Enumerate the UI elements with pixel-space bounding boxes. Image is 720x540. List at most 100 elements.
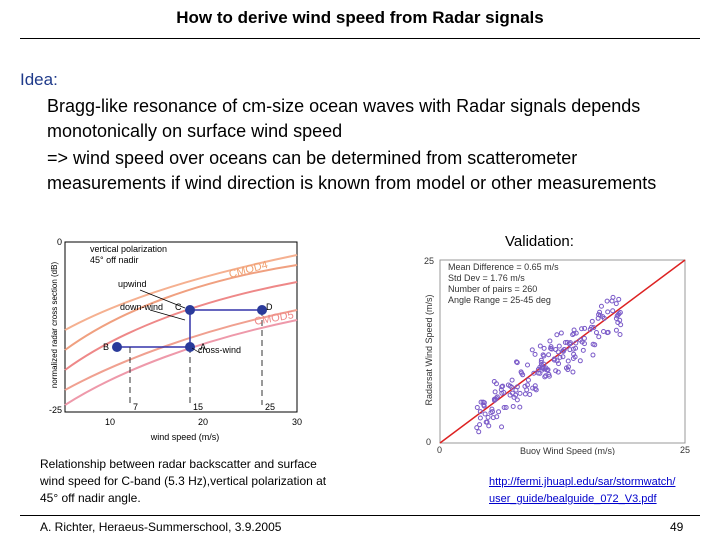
stat: Std Dev = 1.76 m/s xyxy=(448,273,525,283)
scatter-dot xyxy=(474,425,480,431)
scatter-dot xyxy=(517,390,523,396)
point-label: A xyxy=(200,342,206,352)
scatter-dot xyxy=(560,354,566,360)
scatter-dot xyxy=(561,346,567,352)
x-tick: 25 xyxy=(680,445,690,455)
marker: 15 xyxy=(193,402,203,412)
link[interactable]: http://fermi.jhuapl.edu/sar/stormwatch/u… xyxy=(489,474,675,508)
figures: vertical polarization 45° off nadir CMOD… xyxy=(49,233,690,455)
scatter-dot xyxy=(581,335,587,341)
scatter-dot xyxy=(556,361,562,367)
point-label: D xyxy=(266,302,273,312)
marker: 7 xyxy=(133,402,138,412)
direction: down-wind xyxy=(120,302,163,312)
curve-label: CMOD4 xyxy=(228,259,269,281)
x-tick: 10 xyxy=(105,417,115,427)
scatter-dot xyxy=(525,377,531,383)
stat: Angle Range = 25-45 deg xyxy=(448,295,551,305)
legend: vertical polarization xyxy=(90,244,167,254)
scatter-dot xyxy=(477,422,483,428)
scatter-dot xyxy=(596,334,602,340)
legend: 45° off nadir xyxy=(90,255,138,265)
scatter-dot xyxy=(527,391,533,397)
scatter-dot xyxy=(565,367,571,373)
scatter-dot xyxy=(553,368,559,374)
scatter-dot xyxy=(514,360,520,366)
scatter-dot xyxy=(573,340,579,346)
scatter-dot xyxy=(557,354,563,360)
scatter-dot xyxy=(547,338,553,344)
scatter-dot xyxy=(529,347,535,353)
scatter-dot xyxy=(587,326,593,332)
scatter-dot xyxy=(558,330,564,336)
scatter-dot xyxy=(542,374,548,380)
scatter-dot xyxy=(600,314,606,320)
scatter-dot xyxy=(542,366,548,372)
scatter-dot xyxy=(532,383,538,389)
point-label: B xyxy=(103,342,109,352)
scatter-dot xyxy=(579,326,585,332)
scatter-dot xyxy=(556,343,562,349)
x-label: wind speed (m/s) xyxy=(150,432,220,442)
y-tick: 25 xyxy=(424,256,434,266)
scatter-dot xyxy=(616,296,622,302)
scatter-dot xyxy=(537,343,543,349)
footer-author: A. Richter, Heraeus-Summerschool, 3.9.20… xyxy=(40,520,282,534)
scatter-dot xyxy=(480,399,486,405)
scatter-dot xyxy=(577,358,583,364)
y-tick: -25 xyxy=(49,405,62,415)
scatter-dot xyxy=(582,325,588,331)
scatter-dot xyxy=(541,345,547,351)
scatter-dot xyxy=(548,344,554,350)
scatter-dot xyxy=(617,332,623,338)
scatter-dot xyxy=(609,298,615,304)
scatter-dot xyxy=(597,312,603,318)
scatter-dot xyxy=(522,383,528,389)
scatter-dot xyxy=(498,387,504,393)
radar-figure xyxy=(64,241,298,413)
y-tick: 0 xyxy=(57,237,62,247)
x-tick: 0 xyxy=(437,445,442,455)
scatter-dot xyxy=(492,389,498,395)
rule xyxy=(20,38,700,39)
scatter-dot xyxy=(510,403,516,409)
scatter-dot xyxy=(604,298,610,304)
scatter-dot xyxy=(546,352,552,358)
scatter-dot xyxy=(476,429,482,435)
heading: Idea: xyxy=(20,70,58,89)
scatter-dot xyxy=(543,373,549,379)
scatter-dot xyxy=(618,322,624,328)
scatter-dot xyxy=(525,362,531,368)
scatter-dot xyxy=(491,396,497,402)
scatter-figure xyxy=(439,259,686,444)
scatter-dot xyxy=(567,340,573,346)
link-line[interactable]: user_guide/bealguide_072_V3.pdf xyxy=(489,493,657,505)
scatter-dot xyxy=(590,341,596,347)
scatter-dot xyxy=(522,391,528,397)
scatter-dot xyxy=(593,330,599,336)
scatter-dot xyxy=(538,357,544,363)
scatter-dot xyxy=(501,389,507,395)
x-tick: 20 xyxy=(198,417,208,427)
scatter-dot xyxy=(543,365,549,371)
caption: Relationship between radar backscatter a… xyxy=(40,457,327,505)
scatter-dot xyxy=(491,378,497,384)
scatter-dot xyxy=(488,410,494,416)
scatter-dot xyxy=(514,397,520,403)
scatter-dot xyxy=(507,392,513,398)
scatter-dot xyxy=(570,346,576,352)
scatter-dot xyxy=(616,311,622,317)
scatter-dot xyxy=(514,384,520,390)
scatter-dot xyxy=(549,346,555,352)
scatter-dot xyxy=(477,409,483,415)
scatter-dot xyxy=(494,394,500,400)
scatter-dot xyxy=(554,332,560,338)
scatter-dot xyxy=(532,386,538,392)
scatter-dot xyxy=(490,415,496,421)
scatter-dot xyxy=(499,424,505,430)
link-line[interactable]: http://fermi.jhuapl.edu/sar/stormwatch/ xyxy=(489,476,676,488)
scatter-dot xyxy=(577,337,583,343)
scatter-dot xyxy=(580,347,586,353)
scatter-dot xyxy=(573,330,579,336)
scatter-dot xyxy=(610,308,616,314)
